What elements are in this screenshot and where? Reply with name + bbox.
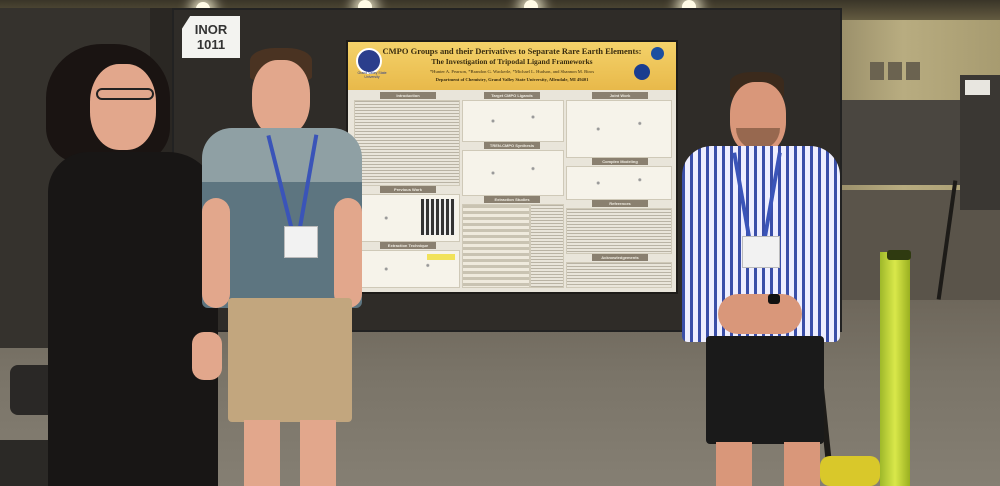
left-leg	[244, 420, 280, 486]
person-woman	[42, 42, 222, 486]
extraction-notes-text	[530, 204, 564, 288]
black-shorts	[706, 336, 824, 444]
poster-subtitle: The Investigation of Tripodal Ligand Fra…	[431, 57, 593, 66]
easel-leg	[936, 180, 958, 300]
nsf-logo-icon	[651, 47, 664, 60]
wall-banner	[906, 62, 920, 80]
wall-banner	[870, 62, 884, 80]
section-heading: Extraction Technique	[380, 242, 436, 249]
research-poster: Grand Valley State University CMPO Group…	[346, 40, 678, 294]
face	[252, 60, 310, 136]
person-man-right	[678, 72, 843, 486]
extraction-data-table	[462, 204, 530, 288]
glasses	[96, 88, 154, 100]
neighbor-board-sign	[965, 80, 990, 95]
bar-figure	[421, 199, 455, 235]
section-heading: Previous Work	[380, 186, 436, 193]
nasa-logo-icon	[634, 64, 650, 80]
university-logo-icon	[356, 48, 382, 74]
poster-department: Department of Chemistry, Grand Valley St…	[435, 77, 589, 82]
poster-header: Grand Valley State University CMPO Group…	[348, 42, 676, 90]
right-arm	[334, 198, 362, 308]
extraction-technique-figure	[354, 250, 460, 288]
target-ligands-figure	[462, 100, 564, 142]
joint-work-figure	[566, 100, 672, 158]
poster-authors: *Hunter A. Pearson, *Brandon G. Wackerle…	[429, 69, 595, 74]
previous-work-figure	[354, 194, 460, 242]
sign-line-2: 1011	[196, 37, 226, 52]
acknowledgements-text	[566, 262, 672, 288]
yellow-bollard-pole	[880, 252, 910, 486]
university-logo-text: Grand Valley State University	[357, 71, 387, 79]
neighbor-poster-board	[960, 75, 1000, 210]
complex-modeling-figure	[566, 166, 672, 200]
yellow-bag	[820, 456, 880, 486]
section-heading: TREN-CMPO Synthesis	[484, 142, 540, 149]
section-heading: Extraction Studies	[484, 196, 540, 203]
board-number-sign: INOR 1011	[182, 16, 240, 58]
left-leg	[716, 442, 752, 486]
clasped-hands	[718, 294, 802, 334]
section-heading: Introduction	[380, 92, 436, 99]
name-badge	[742, 236, 780, 268]
hall-partition	[840, 100, 960, 185]
hands	[192, 332, 222, 380]
section-heading: References	[592, 200, 648, 207]
name-badge	[284, 226, 318, 258]
section-heading: Complex Modeling	[592, 158, 648, 165]
introduction-text	[354, 100, 460, 186]
wristwatch-icon	[768, 294, 780, 304]
references-text	[566, 208, 672, 254]
pole-cap	[887, 250, 911, 260]
person-man-middle	[198, 48, 368, 486]
black-jacket	[48, 152, 218, 486]
synthesis-scheme	[462, 150, 564, 196]
section-heading: Joint Work	[592, 92, 648, 99]
section-heading: Target CMPO Ligands	[484, 92, 540, 99]
face	[90, 64, 156, 150]
khaki-shorts	[228, 298, 352, 422]
section-heading: Acknowledgements	[592, 254, 648, 261]
right-leg	[784, 442, 820, 486]
beard	[736, 128, 780, 150]
right-leg	[300, 420, 336, 486]
sign-line-1: INOR	[194, 22, 228, 37]
wall-banner	[888, 62, 902, 80]
left-arm	[202, 198, 230, 308]
poster-title: CMPO Groups and their Derivatives to Sep…	[382, 46, 642, 56]
highlight-box	[427, 254, 455, 260]
